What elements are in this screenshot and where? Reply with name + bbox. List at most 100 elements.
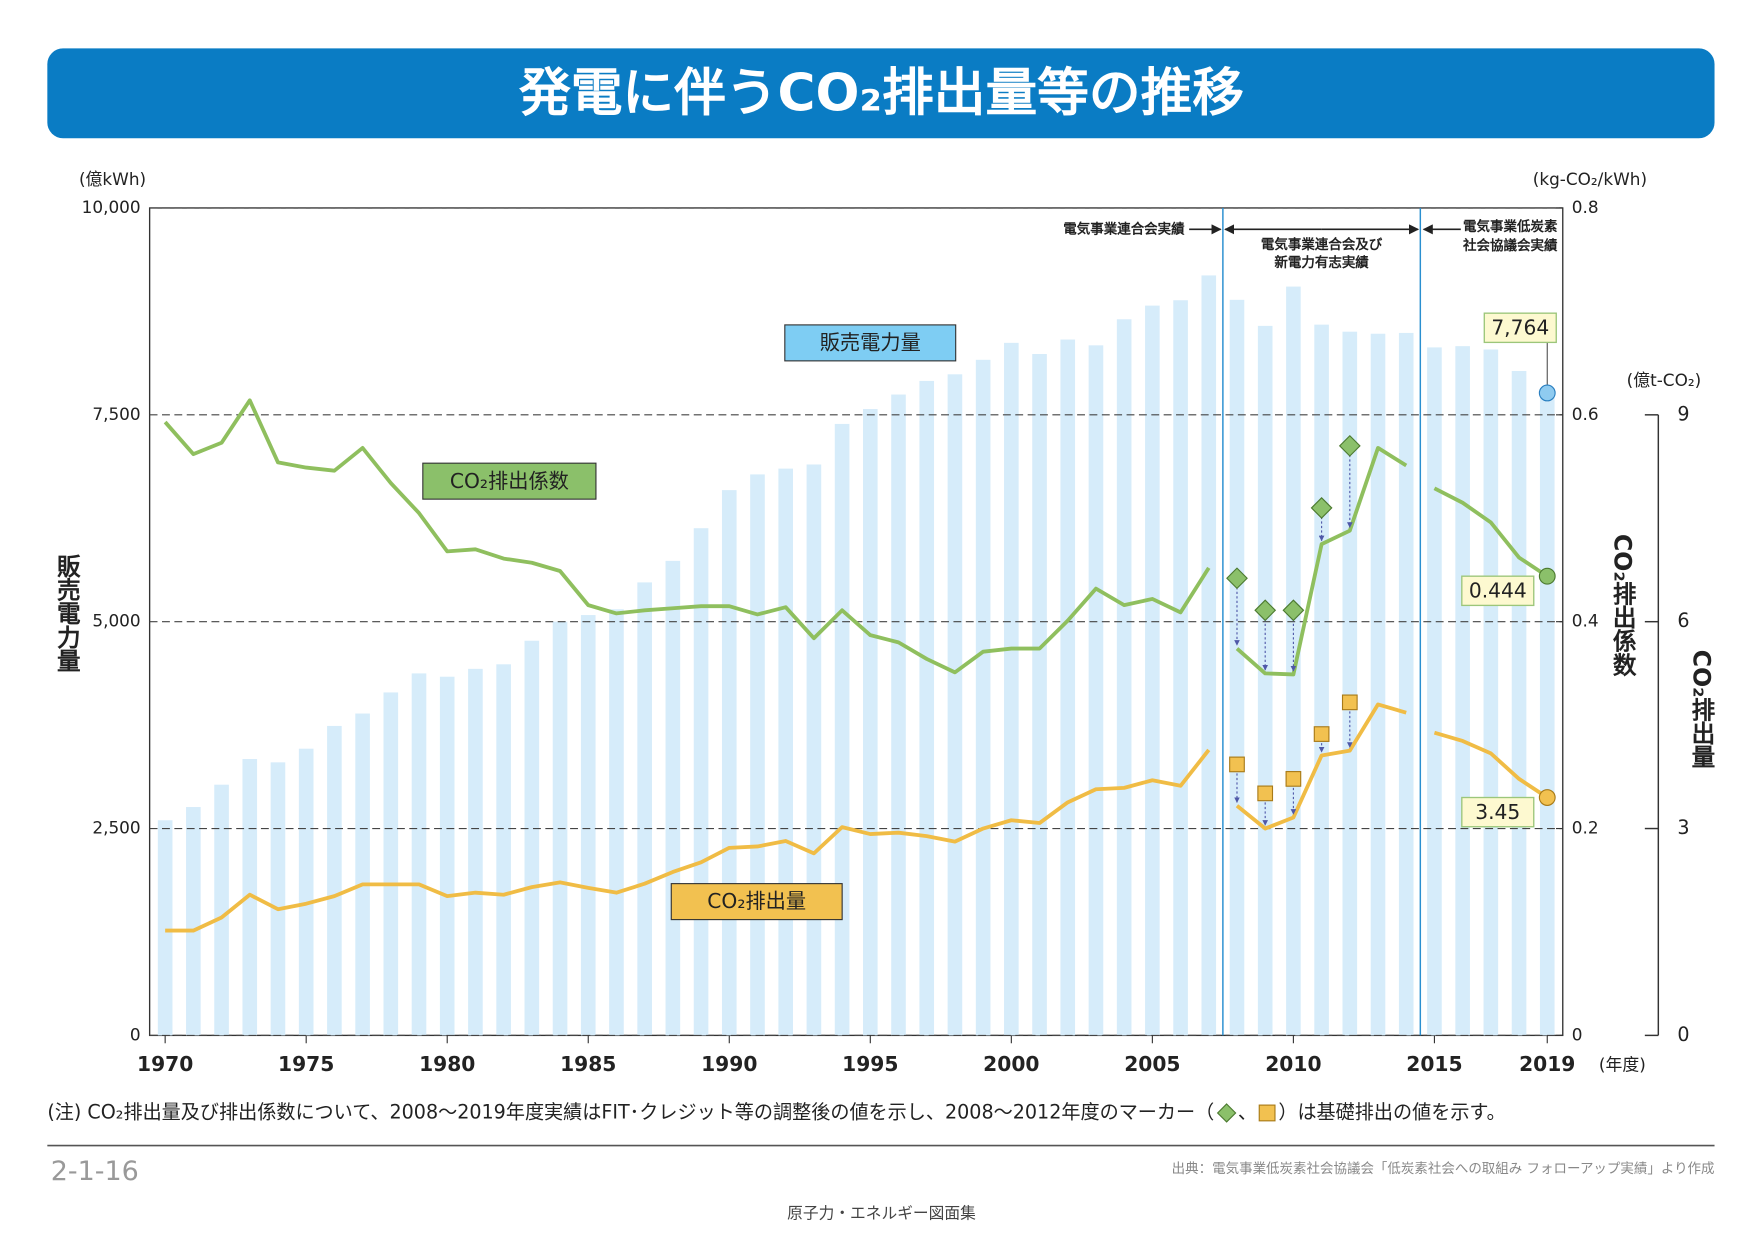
note: 、 [1238,1100,1257,1123]
base-marker [1282,599,1305,622]
base-marker [1313,726,1330,742]
bar [1427,347,1442,1036]
bar [1342,331,1358,1036]
base-marker [1341,694,1358,711]
bar [862,409,878,1036]
legend-label: CO₂排出係数 [450,469,569,493]
note-icon [1216,1103,1237,1123]
bar [1314,324,1329,1036]
bar [1229,299,1245,1036]
bar [609,609,624,1036]
bar [919,380,935,1036]
x-tick-label: 1980 [419,1052,475,1076]
bar [411,673,427,1036]
base-marker [1310,497,1333,519]
base-marker [1254,599,1277,622]
y-label: 販売電力量 [53,554,81,672]
period-label: 社会協議会実績 [1462,237,1558,254]
y3-tick-label: 0 [1677,1023,1689,1046]
bar [1370,333,1386,1036]
value-label-box [1461,796,1535,828]
period-label: 電気事業連合会実績 [1063,220,1185,237]
line [1433,486,1549,578]
bar [439,676,455,1036]
x-tick-label: 1975 [278,1052,334,1076]
bar [1145,305,1160,1036]
bar [1398,332,1414,1036]
value-label: 0.444 [1469,578,1527,602]
bar [524,640,540,1036]
y2-tick-label: 0.2 [1572,818,1599,838]
line [1235,702,1407,831]
bar [1257,325,1273,1036]
title-bar [47,48,1715,139]
note: (注) CO₂排出量及び排出係数について、2008～2019年度実績はFIT･ク… [47,1100,1214,1123]
bar [327,725,342,1036]
bars [157,275,1555,1036]
note: ）は基礎排出の値を示す。 [1278,1100,1505,1123]
line [1235,446,1408,677]
bar [580,615,596,1036]
y2-unit: (kg-CO₂/kWh) [1533,169,1647,189]
x-tick-label: 2015 [1406,1052,1462,1076]
bar [665,560,681,1036]
bar [214,784,229,1036]
x-tick-label: 1985 [560,1052,616,1076]
bar [637,582,652,1036]
footer: 原子力・エネルギー図面集 [787,1204,976,1223]
value-label-box [1461,575,1535,607]
chart-title: 発電に伴うCO₂排出量等の推移 [518,64,1244,124]
bar [891,394,906,1036]
bar [1511,370,1527,1036]
bar [834,423,850,1036]
bar [1116,319,1132,1036]
line [163,398,1211,675]
bar [186,807,201,1036]
bar [975,359,991,1036]
x-tick-label: 2010 [1265,1052,1321,1076]
base-marker [1257,785,1274,802]
bar [1088,345,1104,1036]
bar [157,820,173,1036]
bar [496,664,511,1036]
y3-tick-label: 3 [1677,816,1689,839]
y3-tick-label: 6 [1677,609,1689,632]
source: 出典：電気事業低炭素社会協議会「低炭素社会への取組み フォローアップ実績」より作… [1172,1161,1715,1177]
y3-label: CO₂排出量 [1687,650,1715,769]
y2-tick-label: 0 [1572,1024,1583,1044]
x-tick-label: 2019 [1519,1052,1575,1076]
bar [1032,354,1047,1036]
bar [806,464,822,1036]
y2-tick-label: 0.6 [1572,404,1599,424]
value-label-box [1483,312,1557,344]
legend-label: CO₂排出量 [707,889,806,913]
legend-box [422,462,597,500]
x-tick-label: 1970 [137,1052,193,1076]
value-label: 3.45 [1475,800,1520,824]
figure-number: 2-1-16 [51,1156,139,1187]
bar [355,713,370,1036]
end-marker [1538,567,1556,585]
end-marker [1538,789,1556,806]
base-marker [1229,756,1245,773]
bar [298,748,314,1036]
bar [383,692,399,1036]
y2-tick-label: 0.8 [1572,197,1599,217]
base-marker [1285,771,1302,787]
legend-box [670,883,843,921]
bar [468,668,483,1036]
bar [947,374,963,1036]
y-tick-label: 10,000 [82,197,141,217]
bar [270,762,286,1036]
line [165,748,1211,933]
x-tick-label: 2005 [1124,1052,1180,1076]
y3-tick-label: 9 [1677,402,1689,425]
bar [1004,342,1019,1036]
y3-unit: (億t-CO₂) [1627,370,1702,390]
x-tick-label: 2000 [983,1052,1039,1076]
bar [1539,392,1555,1036]
period-label: 新電力有志実績 [1274,254,1369,271]
bar [750,474,765,1036]
bar [778,468,793,1036]
